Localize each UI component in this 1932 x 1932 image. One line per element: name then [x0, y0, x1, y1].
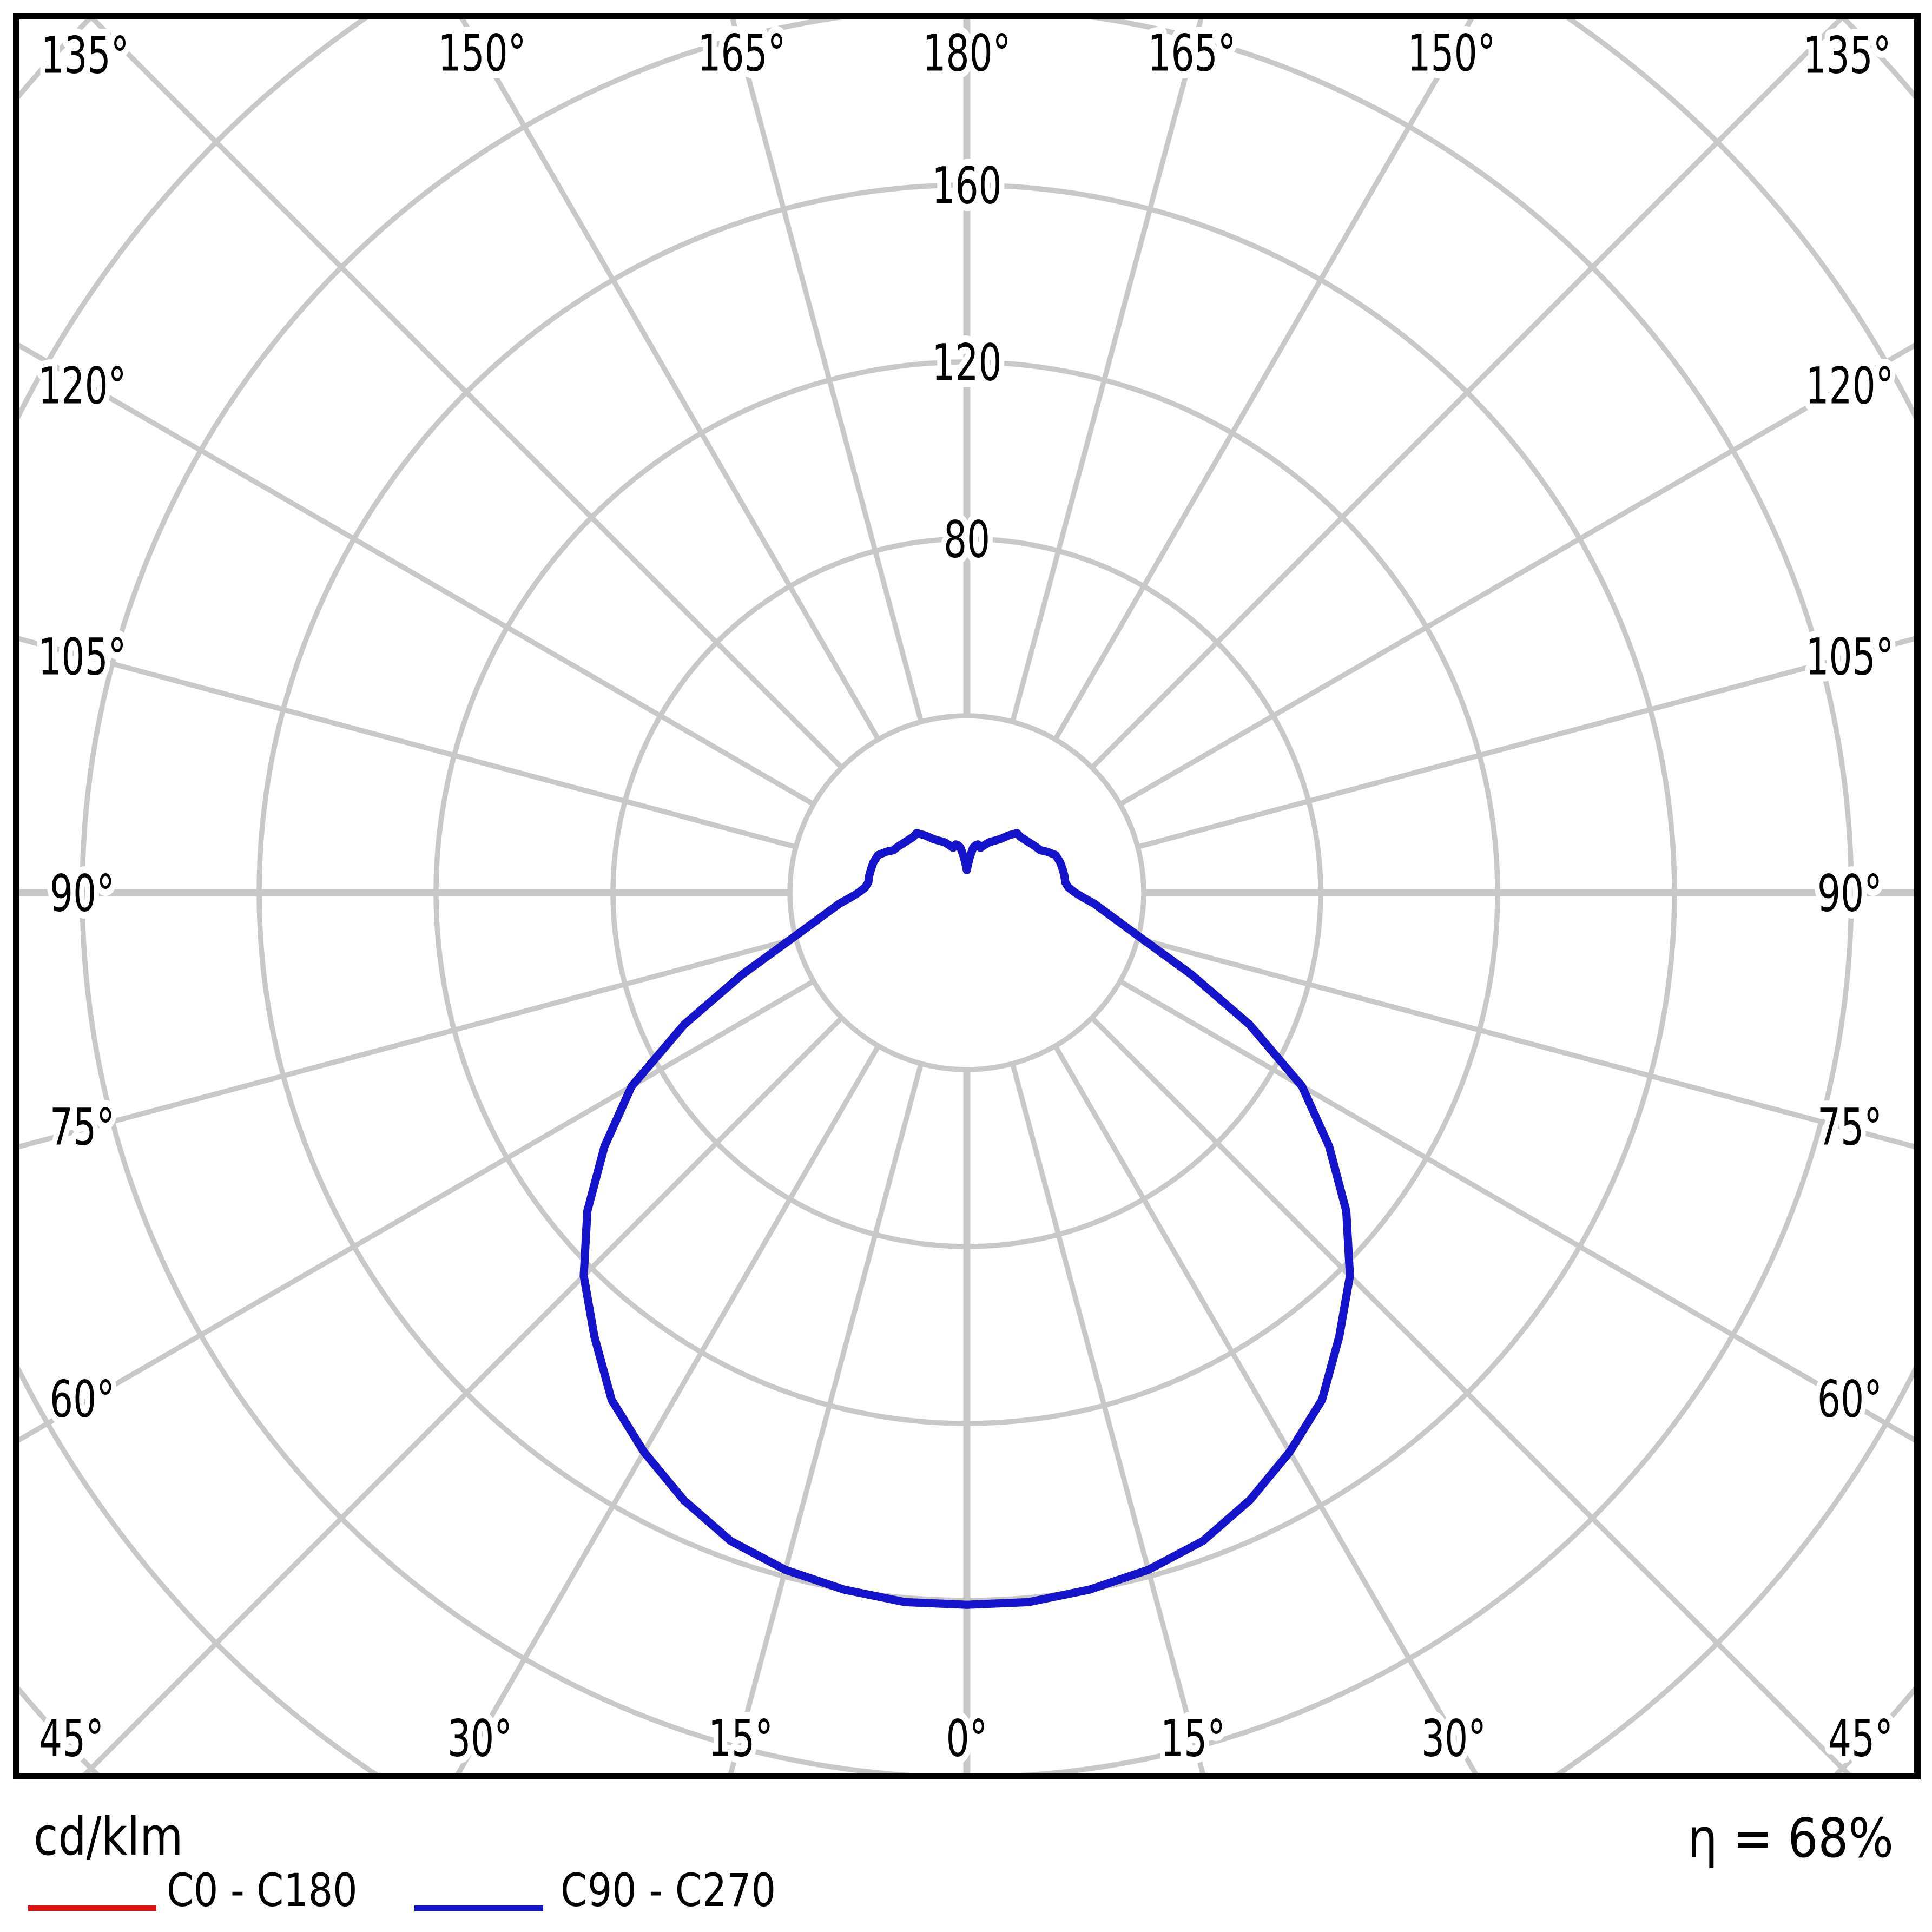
- plot-border: [13, 13, 1921, 1779]
- angle-label-60deg: 60°: [50, 1370, 115, 1429]
- angle-label-75deg: 75°: [1817, 1098, 1882, 1157]
- grid-spoke: [18, 936, 797, 1150]
- angle-label-180deg: 180°: [923, 24, 1011, 83]
- legend-swatch-c90-c270-line: [414, 1905, 543, 1911]
- grid-spoke: [1010, 1063, 1206, 1775]
- grid-spoke: [1137, 936, 1916, 1150]
- legend-swatch-c0-c180-line: [28, 1905, 156, 1911]
- angle-label-105deg: 105°: [38, 628, 127, 687]
- radial-tick-label-80: 80: [944, 511, 990, 570]
- angle-label-15deg: 15°: [1160, 1710, 1225, 1769]
- curve-C90-C270: [579, 829, 1354, 1609]
- legend-label-c90-c270: C90 - C270: [561, 1864, 776, 1917]
- grid-spoke: [1053, 1044, 1479, 1775]
- radial-tick-label-160: 160: [932, 157, 1001, 216]
- angle-label-60deg: 60°: [1817, 1370, 1882, 1429]
- grid-spoke: [88, 18, 844, 770]
- angle-label-90deg: 90°: [1817, 865, 1882, 924]
- angle-label-150deg: 150°: [1408, 24, 1496, 83]
- grid-spoke: [1053, 18, 1475, 741]
- grid-spoke: [1137, 636, 1916, 849]
- angle-label-45deg: 45°: [1828, 1710, 1893, 1769]
- grid-circle-40: [787, 713, 1146, 1072]
- grid-spoke: [1090, 18, 1845, 770]
- angle-label-165deg: 165°: [1148, 24, 1236, 83]
- angle-label-150deg: 150°: [438, 24, 526, 83]
- grid-spoke: [1010, 18, 1204, 723]
- angle-label-30deg: 30°: [447, 1710, 512, 1769]
- grid-spoke: [454, 1044, 881, 1775]
- angle-label-135deg: 135°: [41, 27, 129, 85]
- grid-spoke: [458, 18, 881, 741]
- grid-spoke: [18, 636, 797, 849]
- grid-spoke: [81, 1016, 844, 1775]
- angle-labels: 135° 150° 165° 180° 165° 150° 135° 120° 105° 90° 7…: [32, 18, 1900, 1775]
- grid-spoke: [728, 1063, 924, 1775]
- angle-label-120deg: 120°: [1806, 357, 1894, 416]
- grid-spoke: [1090, 1016, 1852, 1775]
- grid-spoke: [1118, 341, 1916, 807]
- angle-label-75deg: 75°: [50, 1098, 115, 1157]
- angle-label-90deg: 90°: [50, 865, 115, 924]
- angle-label-0deg: 0°: [946, 1710, 988, 1769]
- angle-label-30deg: 30°: [1421, 1710, 1486, 1769]
- angle-label-45deg: 45°: [39, 1710, 104, 1769]
- angle-label-105deg: 105°: [1806, 628, 1894, 687]
- angle-label-165deg: 165°: [698, 24, 786, 83]
- angle-label-135deg: 135°: [1803, 27, 1891, 85]
- grid-spoke: [18, 341, 815, 807]
- grid-spoke: [729, 18, 924, 723]
- angle-label-15deg: 15°: [708, 1710, 773, 1769]
- light-output-ratio-label: η = 68%: [1687, 1806, 1894, 1870]
- legend-label-c0-c180: C0 - C180: [167, 1864, 358, 1917]
- radial-tick-label-120: 120: [932, 334, 1001, 393]
- unit-label: cd/klm: [34, 1806, 183, 1867]
- intensity-curves: [579, 829, 1354, 1609]
- angle-label-120deg: 120°: [38, 357, 127, 416]
